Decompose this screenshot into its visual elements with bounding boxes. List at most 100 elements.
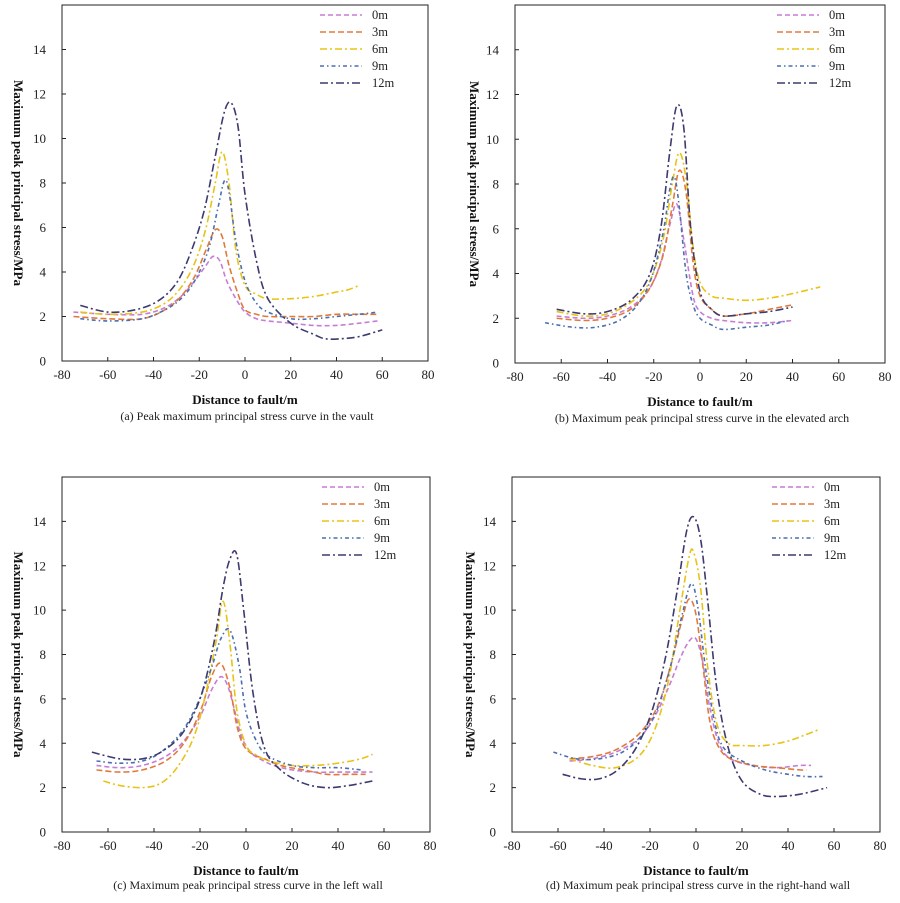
x-tick-label: 20 [284,367,297,382]
x-tick-label: 20 [740,369,753,384]
series-line-12m [80,101,383,340]
legend-label-0m: 0m [374,480,390,494]
x-tick-label: 80 [874,838,887,853]
x-tick-label: -20 [641,838,658,853]
y-tick-label: 2 [493,311,500,326]
series-line-12m [562,515,828,798]
legend: 0m 3m 6m 9m 12m [322,480,397,562]
legend-label-6m: 6m [374,514,390,528]
legend-label-3m: 3m [829,25,845,39]
chart-panel-a: -80 -60 -40 -20 0 20 40 60 80 0 2 4 6 8 10 12 14 Distance… [11,4,435,423]
y-tick-label: 2 [40,780,47,795]
legend-label-3m: 3m [372,25,388,39]
x-tick-label: -20 [191,838,208,853]
y-tick-label: 8 [40,647,47,662]
y-tick-label: 12 [483,558,496,573]
y-tick-label: 6 [490,691,497,706]
series-line-6m [556,151,821,317]
x-axis-label: Distance to fault/m [193,863,299,878]
chart-panel-c: -80 -60 -40 -20 0 20 40 60 80 0 2 4 6 8 10 12 14 Distance… [11,476,437,892]
x-tick-label: -40 [145,367,162,382]
y-tick-label: 14 [483,514,497,529]
legend-label-12m: 12m [824,548,847,562]
x-tick-label: -80 [506,369,523,384]
x-tick-label: 0 [242,367,249,382]
x-tick-label: -40 [599,369,616,384]
legend-label-12m: 12m [372,76,395,90]
x-tick-label: 40 [782,838,795,853]
chart-panel-b: -80 -60 -40 -20 0 20 40 60 80 0 2 4 6 8 10 12 14 Distance… [467,4,892,425]
y-tick-label: 0 [493,356,500,371]
y-tick-label: 6 [40,691,47,706]
x-tick-label: 60 [828,838,841,853]
y-tick-label: 4 [40,265,47,280]
x-tick-label: 80 [422,367,435,382]
x-tick-label: -60 [553,369,570,384]
x-tick-label: 20 [286,838,299,853]
series-line-3m [569,598,807,771]
y-tick-label: 8 [493,177,500,192]
x-tick-label: 0 [243,838,250,853]
y-axis-label: Maximum peak principal stress/MPa [11,80,26,286]
series-line-0m [569,636,812,769]
series-line-3m [556,169,793,322]
y-tick-label: 10 [483,603,496,618]
x-tick-label: -40 [595,838,612,853]
x-tick-label: 40 [786,369,799,384]
series-line-9m [80,179,378,322]
legend-label-0m: 0m [824,480,840,494]
series-line-9m [544,175,789,331]
y-tick-label: 14 [33,514,47,529]
x-axis-label: Distance to fault/m [647,394,753,409]
chart-caption: (b) Maximum peak principal stress curve … [555,411,849,425]
x-tick-label: -80 [503,838,520,853]
legend: 0m 3m 6m 9m 12m [320,8,395,90]
y-axis-label: Maximum peak principal stress/MPa [463,552,478,758]
x-tick-label: -60 [99,367,116,382]
x-tick-label: -60 [549,838,566,853]
y-tick-label: 0 [490,825,497,840]
legend-label-6m: 6m [824,514,840,528]
y-tick-label: 8 [40,176,47,191]
series-line-0m [96,675,373,774]
y-tick-label: 12 [33,87,46,102]
y-tick-label: 4 [490,736,497,751]
x-tick-label: 0 [697,369,704,384]
legend-label-12m: 12m [374,548,397,562]
series-line-3m [73,228,378,321]
y-tick-label: 6 [40,220,47,235]
y-axis-label: Maximum peak principal stress/MPa [467,81,482,287]
y-tick-label: 0 [40,354,47,369]
x-tick-label: -40 [145,838,162,853]
legend-label-9m: 9m [829,59,845,73]
x-tick-label: 60 [832,369,845,384]
series-line-0m [73,255,378,327]
y-tick-label: 14 [33,42,47,57]
legend-label-9m: 9m [372,59,388,73]
y-tick-label: 8 [490,647,497,662]
y-tick-label: 12 [486,87,499,102]
chart-caption: (c) Maximum peak principal stress curve … [113,878,383,892]
y-tick-label: 4 [40,736,47,751]
x-tick-label: -20 [645,369,662,384]
y-tick-label: 14 [486,42,500,57]
y-tick-label: 4 [493,266,500,281]
x-tick-label: 80 [879,369,892,384]
legend-label-6m: 6m [829,42,845,56]
y-tick-label: 10 [33,603,46,618]
x-axis-label: Distance to fault/m [643,863,749,878]
legend-label-12m: 12m [829,76,852,90]
legend-label-6m: 6m [372,42,388,56]
y-tick-label: 10 [33,131,46,146]
x-tick-label: 0 [693,838,700,853]
series-line-9m [96,627,362,771]
x-tick-label: -80 [53,838,70,853]
x-tick-label: 20 [736,838,749,853]
series-line-6m [103,600,373,789]
x-tick-label: 40 [330,367,343,382]
y-tick-label: 0 [40,825,47,840]
series-line-9m [553,582,823,778]
x-tick-label: -60 [99,838,116,853]
y-tick-label: 2 [40,309,47,324]
